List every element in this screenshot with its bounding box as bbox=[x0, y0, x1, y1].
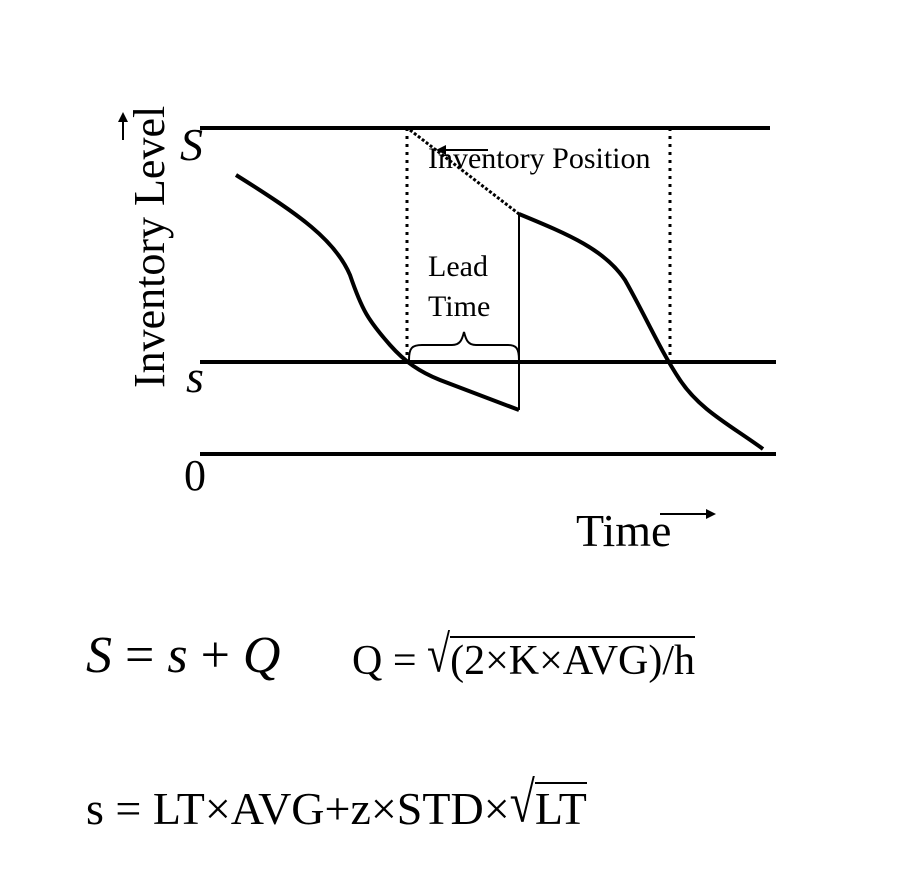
zero-level-label: 0 bbox=[184, 451, 206, 500]
formula2-radicand: (2×K×AVG)/h bbox=[450, 636, 696, 684]
formula2-equals: = bbox=[392, 638, 417, 684]
inventory-curve-first bbox=[234, 173, 520, 412]
y-axis-label: Inventory Level bbox=[125, 106, 174, 388]
x-axis-label: Time bbox=[576, 505, 671, 556]
formula3-body: LT×AVG+z×STD× bbox=[152, 783, 510, 834]
formula1-plus: + bbox=[200, 627, 230, 684]
lead-time-label-line2: Time bbox=[428, 290, 490, 323]
formula1-lhs: S bbox=[86, 627, 112, 684]
inventory-diagram: Inventory Level S s 0 Inventory Position… bbox=[118, 106, 776, 556]
lead-time-label-line1: Lead bbox=[428, 250, 488, 283]
formula-eoq: Q = √(2×K×AVG)/h bbox=[352, 626, 696, 685]
formula1-q: Q bbox=[242, 627, 281, 684]
formula-reorder-point: s = LT×AVG+z×STD×√LT bbox=[86, 770, 587, 835]
formula3-equals: = bbox=[115, 783, 142, 834]
y-axis-arrowhead bbox=[118, 112, 128, 122]
reorder-level-label: s bbox=[186, 351, 204, 402]
formula-order-up-to: S = s + Q bbox=[86, 626, 280, 685]
formula3-lhs: s bbox=[86, 783, 104, 834]
inventory-position-arrowhead bbox=[436, 145, 446, 155]
inventory-position-label: Inventory Position bbox=[428, 142, 651, 175]
inventory-curve-second bbox=[518, 212, 765, 451]
formula3-sqrt: √LT bbox=[510, 770, 587, 835]
sqrt-sign-icon: √ bbox=[427, 626, 451, 684]
sqrt-sign-icon: √ bbox=[509, 770, 535, 834]
formula3-radicand: LT bbox=[534, 782, 587, 834]
formula2-sqrt: √(2×K×AVG)/h bbox=[427, 626, 696, 685]
x-axis-arrowhead bbox=[706, 509, 716, 519]
upper-level-label: S bbox=[180, 119, 203, 170]
formula1-s: s bbox=[167, 627, 188, 684]
formula2-lhs: Q bbox=[352, 638, 383, 684]
lead-time-brace bbox=[408, 331, 520, 361]
inventory-position-line bbox=[409, 128, 520, 216]
formula1-equals: = bbox=[125, 627, 155, 684]
